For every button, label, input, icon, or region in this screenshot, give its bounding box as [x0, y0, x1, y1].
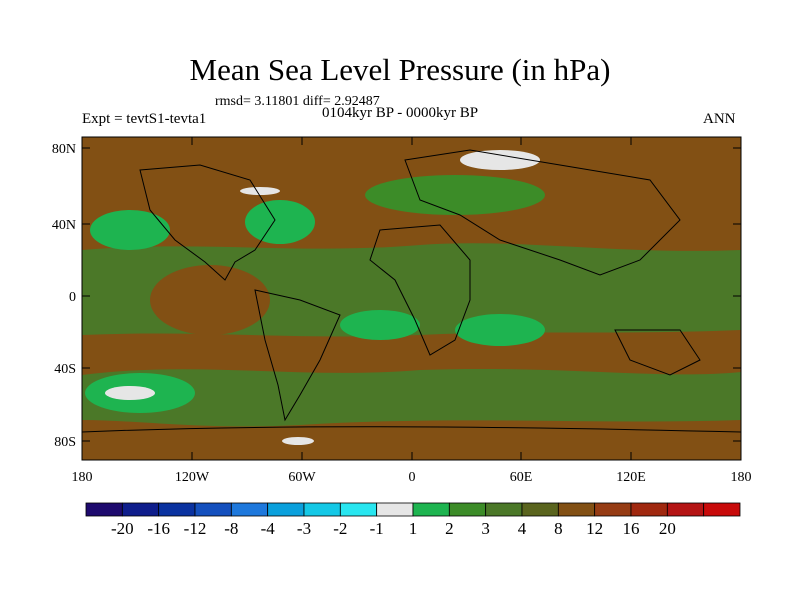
colorbar-label: 16: [623, 519, 640, 538]
colorbar-label: -20: [111, 519, 134, 538]
stats-text: rmsd= 3.11801 diff= 2.92487: [215, 94, 380, 109]
map-title: Mean Sea Level Pressure (in hPa): [189, 52, 611, 87]
colorbar-swatch: [194, 502, 232, 517]
colorbar-label: -8: [224, 519, 238, 538]
colorbar-label: -1: [370, 519, 384, 538]
colorbar-swatch: [521, 502, 559, 517]
x-tick-label: 60W: [288, 470, 316, 485]
coastlines: [81, 149, 742, 433]
y-tick-label: 80N: [52, 142, 76, 157]
x-tick-label: 60E: [510, 470, 533, 485]
colorbar-swatch: [666, 502, 705, 517]
colorbar-label: -3: [297, 519, 311, 538]
south-atlantic-blob: [340, 310, 420, 340]
colorbar-label: 4: [518, 519, 527, 538]
colorbar-swatch: [339, 502, 378, 517]
eurasia-blob: [365, 175, 545, 215]
colorbar-swatch: [557, 502, 596, 517]
period-label: 0104kyr BP - 0000kyr BP: [322, 105, 479, 121]
colorbar-label: 20: [659, 519, 676, 538]
southern-white-patch: [105, 386, 155, 400]
colorbar-label: 1: [409, 519, 418, 538]
colorbar-swatch: [303, 502, 341, 517]
y-tick-label: 40S: [54, 362, 76, 377]
colorbar-swatch: [485, 502, 523, 517]
arctic-white-patch: [460, 150, 540, 170]
atlantic-blob: [245, 200, 315, 244]
x-tick-label: 0: [409, 470, 416, 485]
colorbar-swatch: [412, 502, 450, 517]
colorbar-label: -12: [184, 519, 207, 538]
colorbar-label: -16: [147, 519, 170, 538]
greenland-white-patch: [240, 187, 280, 195]
colorbar-swatch: [630, 502, 668, 517]
colorbar-swatch: [594, 502, 632, 517]
pacific-high-blob: [150, 265, 270, 335]
y-tick-label: 0: [69, 290, 76, 305]
colorbar-swatch: [158, 502, 196, 517]
experiment-label: Expt = tevtS1-tevta1: [82, 111, 207, 127]
x-tick-label: 180: [731, 470, 752, 485]
pacific-blob: [90, 210, 170, 250]
x-tick-label: 120W: [175, 470, 210, 485]
antarctic-white-patch: [282, 437, 314, 445]
colorbar-label: -4: [261, 519, 276, 538]
x-axis: 180 120W 60W 0 60E 120E 180: [72, 137, 752, 485]
season-label: ANN: [703, 111, 736, 127]
indian-ocean-blob: [455, 314, 545, 346]
x-tick-label: 180: [72, 470, 93, 485]
colorbar-swatch: [703, 502, 741, 517]
y-tick-label: 80S: [54, 435, 76, 450]
colorbar-label: 2: [445, 519, 454, 538]
map-panel: [81, 136, 742, 461]
colorbar-swatch: [85, 502, 123, 517]
y-axis: 80N 40N 0 40S 80S: [52, 142, 741, 450]
colorbar-swatch: [376, 502, 414, 517]
southern-band: [82, 368, 741, 427]
colorbar-swatch: [267, 502, 305, 517]
y-tick-label: 40N: [52, 218, 76, 233]
x-tick-label: 120E: [616, 470, 646, 485]
colorbar-label: 12: [586, 519, 603, 538]
colorbar-label: 8: [554, 519, 563, 538]
colorbar-swatch: [121, 502, 160, 517]
colorbar: -20 -16 -12 -8 -4 -3 -2 -1 1 2 3 4 8 12 16 20: [85, 502, 741, 538]
colorbar-label: -2: [333, 519, 347, 538]
colorbar-label: 3: [481, 519, 490, 538]
colorbar-swatch: [448, 502, 487, 517]
colorbar-swatch: [230, 502, 269, 517]
